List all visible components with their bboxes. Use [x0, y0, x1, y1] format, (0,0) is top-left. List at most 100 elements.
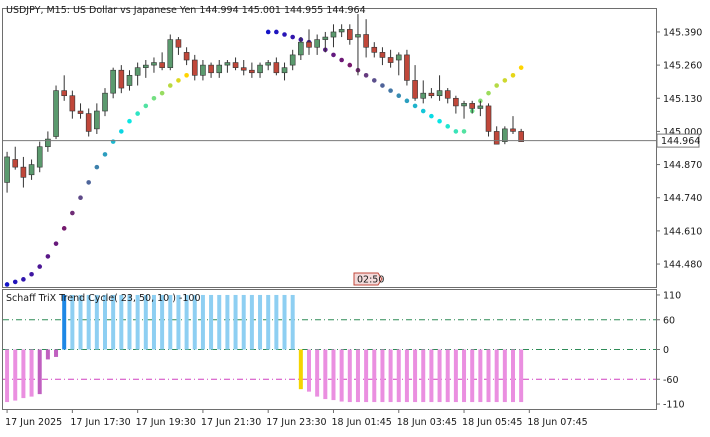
x-tick-label: 17 Jun 23:30: [266, 417, 326, 428]
trail-dot: [184, 73, 189, 78]
trail-dot: [282, 32, 287, 37]
candle-body: [289, 54, 296, 66]
candle: [102, 88, 108, 117]
stc-bar: [437, 349, 442, 403]
candle: [395, 52, 402, 76]
y-tick-label: 145.390: [663, 27, 702, 38]
stc-bar: [151, 294, 156, 350]
stc-bar: [37, 349, 42, 395]
trail-dot: [61, 226, 67, 231]
trail-dot: [347, 62, 353, 68]
stc-bar: [266, 294, 271, 350]
trail-dot: [274, 29, 279, 35]
trail-dot: [70, 210, 75, 216]
candle-body: [191, 59, 198, 76]
trail-dot: [388, 88, 393, 93]
candle-body: [94, 110, 100, 130]
stc-bar: [478, 349, 483, 403]
candle: [314, 34, 320, 55]
trail-dot: [404, 98, 410, 104]
candle-body: [240, 67, 247, 71]
stc-bar: [241, 294, 246, 350]
candle-body: [273, 62, 280, 74]
stc-bar: [258, 294, 263, 350]
y-tick-label: 144.870: [663, 160, 702, 171]
trail-dot: [380, 83, 385, 88]
stc-bar: [502, 349, 507, 403]
x-tick-label: 18 Jun 07:45: [527, 417, 587, 428]
candle: [28, 159, 35, 180]
candle-body: [4, 156, 10, 183]
candle-body: [346, 29, 353, 40]
candle-body: [518, 131, 524, 142]
y-axis-ticks: 145.390 145.260 145.130 145.000 144.870 144.7…: [656, 27, 702, 271]
candle: [257, 62, 263, 78]
stc-bar: [21, 349, 26, 399]
trail-dot: [53, 241, 59, 246]
candle-body: [249, 69, 255, 74]
candle-body: [444, 90, 451, 99]
candle: [420, 80, 427, 104]
candle: [94, 103, 100, 134]
trail-dot: [102, 152, 108, 157]
stc-bar: [135, 294, 140, 350]
candle: [232, 57, 239, 71]
candle: [477, 100, 484, 117]
trail-dot: [290, 34, 295, 40]
trail-dot: [437, 118, 442, 124]
candle: [518, 128, 524, 142]
stc-bar: [429, 349, 434, 403]
candle: [151, 57, 157, 73]
candle: [36, 141, 43, 173]
candle: [224, 60, 231, 73]
candle-body: [102, 92, 108, 112]
trail-dot: [45, 254, 51, 259]
stc-bar: [315, 349, 320, 397]
stc-bar: [453, 349, 458, 403]
ohlc-open: 144.994: [199, 5, 238, 16]
candles: [4, 14, 524, 193]
stc-bar: [45, 349, 50, 360]
indicator-tick-label: 110: [663, 290, 681, 301]
trail-dot: [29, 271, 34, 277]
trail-dot: [494, 83, 499, 88]
stc-bar: [396, 349, 401, 403]
candle: [200, 60, 206, 81]
candle: [363, 19, 369, 58]
trail-dot: [445, 124, 451, 129]
candle: [175, 37, 182, 55]
candle: [77, 103, 84, 119]
stc-bar: [54, 349, 59, 357]
candle-body: [134, 67, 141, 76]
trail-dot: [420, 108, 426, 114]
trail-dot: [143, 103, 149, 109]
candle: [453, 95, 459, 114]
candle: [330, 24, 337, 48]
stc-bar: [282, 294, 287, 350]
indicator-tick-label: 60: [663, 315, 675, 326]
candle-body: [306, 41, 312, 48]
trail-dot: [510, 73, 516, 78]
candle-body: [200, 64, 206, 76]
ohlc-close: 144.964: [326, 5, 365, 16]
stc-bar: [62, 294, 67, 350]
y-tick-label: 144.610: [663, 226, 702, 237]
x-axis: 17 Jun 2025 17 Jun 17:30 17 Jun 19:30 17 Ju…: [5, 409, 588, 428]
candle-body: [85, 113, 92, 132]
stc-bar: [176, 294, 181, 350]
candle-body: [461, 103, 467, 107]
candle: [45, 131, 51, 152]
candle: [273, 57, 280, 76]
stc-bar: [372, 349, 377, 403]
main-chart-frame: [2, 8, 657, 288]
trail-dot: [176, 78, 181, 83]
candle: [428, 88, 435, 99]
trail-dot: [4, 282, 10, 287]
indicator-tick-label: 0: [663, 345, 669, 356]
y-tick-label: 145.000: [663, 127, 702, 138]
candle-body: [436, 90, 443, 97]
trail-dot: [21, 277, 26, 282]
candle-body: [363, 34, 369, 48]
stc-bar: [29, 349, 34, 397]
